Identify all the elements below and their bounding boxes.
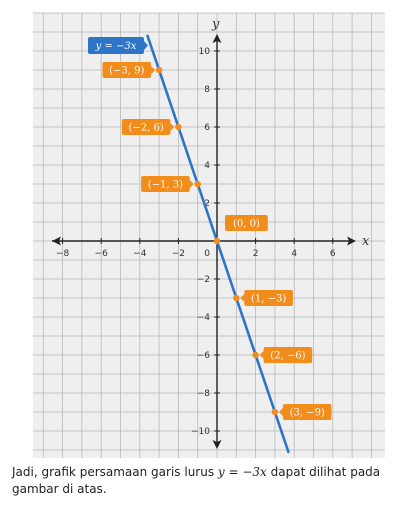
line-chart: x y −8 −6 −4 −2 2 4 6 10 8 6 4 2 −2 −4 −6 −8 −10 0 (−3, 9)… bbox=[33, 12, 385, 458]
point-labels: (−3, 9) (−2, 6) (−1, 3) (0, 0) (1, −3) (2, −6… bbox=[102, 62, 332, 420]
data-point bbox=[194, 180, 201, 188]
y-axis-label: y bbox=[211, 17, 220, 32]
data-point bbox=[252, 351, 259, 359]
x-tick-label: −6 bbox=[95, 249, 109, 259]
point-label-pointer bbox=[189, 180, 194, 188]
point-label-text: (2, −6) bbox=[270, 351, 305, 362]
y-tick-label: 10 bbox=[199, 47, 211, 57]
data-points bbox=[155, 66, 279, 416]
x-axis-label: x bbox=[362, 234, 370, 249]
equation-label: y = −3x bbox=[88, 37, 148, 54]
x-tick-label: −2 bbox=[172, 249, 185, 259]
data-point bbox=[213, 237, 221, 245]
point-label-box bbox=[225, 215, 268, 231]
point-label-text: (−2, 6) bbox=[128, 123, 163, 134]
y-tick-label: −8 bbox=[197, 389, 211, 399]
point-label-pointer bbox=[240, 294, 245, 302]
x-axis-arrow-right bbox=[347, 236, 356, 246]
point-label-box bbox=[121, 119, 171, 135]
y-tick-label: −10 bbox=[191, 427, 210, 437]
point-label-pointer bbox=[151, 66, 156, 74]
point-label-box bbox=[102, 62, 152, 78]
point-label-box bbox=[141, 176, 190, 192]
data-point bbox=[233, 294, 240, 302]
x-tick-label: −4 bbox=[133, 249, 147, 259]
point-label-pointer bbox=[278, 408, 283, 416]
point-label-text: (1, −3) bbox=[251, 294, 286, 305]
point-label-text: (−1, 3) bbox=[148, 180, 183, 191]
point-label: (−3, 9) bbox=[102, 62, 156, 78]
caption: Jadi, grafik persamaan garis lurus y = −… bbox=[12, 464, 412, 498]
x-axis-arrow-left bbox=[52, 236, 61, 246]
point-label-pointer bbox=[170, 123, 175, 131]
y-tick-label: −6 bbox=[197, 351, 211, 361]
y-tick-label: −2 bbox=[197, 275, 210, 285]
plot-background bbox=[33, 13, 385, 458]
y-tick-label: 8 bbox=[204, 85, 210, 95]
point-label: (1, −3) bbox=[240, 290, 293, 306]
x-tick-label: −8 bbox=[56, 249, 70, 259]
point-label-text: (3, −9) bbox=[290, 408, 325, 419]
point-label-box bbox=[244, 290, 293, 306]
equation-label-text: y = −3x bbox=[95, 41, 137, 52]
caption-text-after: dapat dilihat pada gambar di atas. bbox=[12, 465, 381, 496]
y-axis-arrow-up bbox=[212, 34, 222, 43]
point-label: (3, −9) bbox=[278, 404, 332, 420]
data-point bbox=[155, 66, 163, 74]
data-point bbox=[175, 123, 182, 131]
equation-label-pointer bbox=[144, 41, 148, 50]
y-tick-label: 6 bbox=[204, 123, 210, 133]
point-label-text: (0, 0) bbox=[233, 219, 260, 230]
point-label: (−1, 3) bbox=[141, 176, 194, 192]
point-label: (0, 0) bbox=[225, 215, 268, 231]
point-label: (2, −6) bbox=[259, 347, 313, 363]
x-tick-label: 6 bbox=[330, 249, 336, 259]
origin-label: 0 bbox=[204, 249, 210, 259]
y-tick-label: −4 bbox=[197, 313, 211, 323]
point-label-box bbox=[263, 347, 313, 363]
point-label-text: (−3, 9) bbox=[109, 66, 144, 77]
y-tick-label: 2 bbox=[204, 199, 210, 209]
point-label: (−2, 6) bbox=[121, 119, 175, 135]
point-label-box bbox=[282, 404, 332, 420]
y-axis-arrow-down bbox=[212, 440, 222, 449]
data-point bbox=[271, 408, 279, 416]
tick-labels: −8 −6 −4 −2 2 4 6 10 8 6 4 2 −2 −4 −6 −8 −10 0 bbox=[56, 47, 336, 437]
x-tick-label: 4 bbox=[291, 249, 297, 259]
y-tick-label: 4 bbox=[204, 161, 210, 171]
point-label-pointer bbox=[259, 351, 264, 359]
caption-text-before: Jadi, grafik persamaan garis lurus bbox=[12, 465, 218, 479]
equation-label-box bbox=[88, 37, 144, 54]
caption-equation: y = −3x bbox=[217, 465, 267, 479]
x-tick-label: 2 bbox=[253, 249, 259, 259]
